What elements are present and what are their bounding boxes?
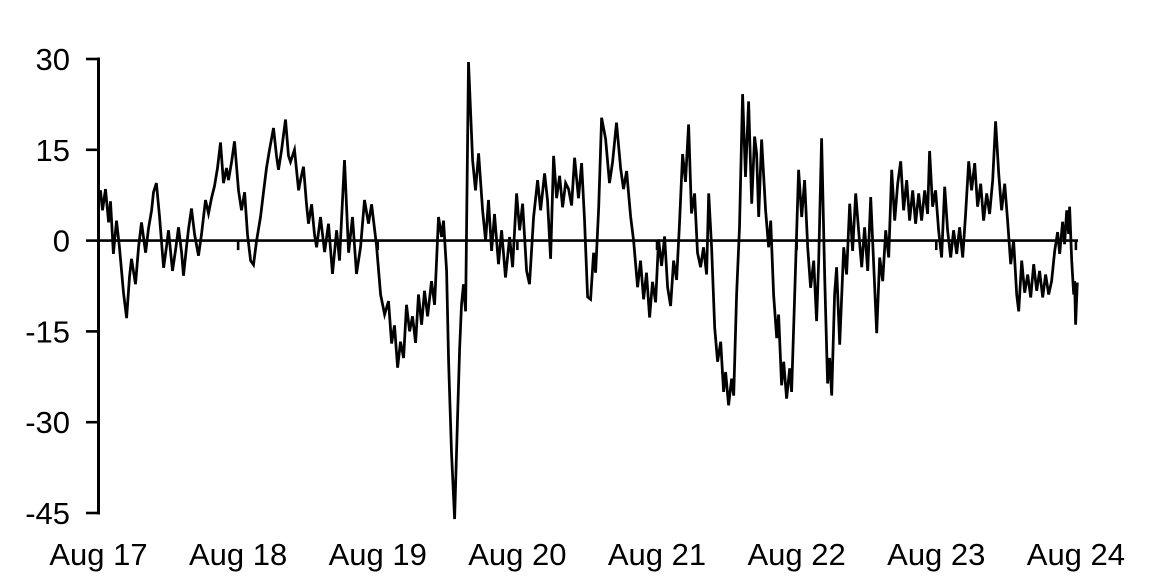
x-tick-label: Aug 22 (748, 537, 846, 572)
y-tick-labels-group: 30 15 0 -15 -30 -45 (25, 42, 70, 531)
y-ticks-group (86, 57, 98, 515)
x-ticks-group (97, 240, 1078, 251)
x-tick-label: Aug 17 (49, 537, 147, 572)
y-tick-label: 0 (53, 224, 70, 259)
x-tick-label: Aug 18 (189, 537, 287, 572)
y-tick-label: -30 (25, 405, 70, 440)
x-tick-labels-group: Aug 17 Aug 18 Aug 19 Aug 20 Aug 21 Aug 22 Aug … (49, 537, 1125, 572)
x-tick-label: Aug 23 (887, 537, 985, 572)
y-tick-label: -45 (25, 496, 70, 531)
y-tick-label: 15 (36, 133, 70, 168)
x-tick-label: Aug 24 (1027, 537, 1125, 572)
x-tick-label: Aug 21 (608, 537, 706, 572)
x-tick-label: Aug 19 (329, 537, 427, 572)
y-tick-label: -15 (25, 314, 70, 349)
data-series-group (97, 61, 1079, 520)
y-tick-label: 30 (36, 42, 70, 77)
data-line-series (97, 61, 1079, 520)
x-tick-label: Aug 20 (468, 537, 566, 572)
